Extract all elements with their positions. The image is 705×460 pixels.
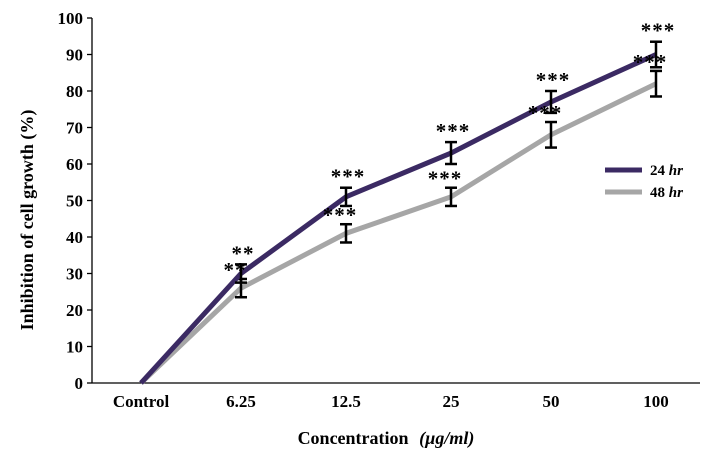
y-tick-label: 20 (66, 301, 83, 320)
error-bar (235, 263, 247, 284)
series-layer (139, 40, 662, 385)
x-axis-title: Concentration (µg/ml) (298, 428, 475, 449)
y-axis-title: Inhibition of cell growth (%) (17, 110, 38, 331)
significance-label: *** (633, 50, 668, 74)
x-tick-label: 50 (543, 392, 560, 411)
y-tick-label: 60 (66, 155, 83, 174)
axes (91, 18, 700, 384)
y-tick-label: 0 (75, 374, 84, 393)
legend-label-unit: hr (669, 163, 683, 179)
legend-label: 48 hr (650, 185, 683, 201)
y-axis-ticks: 0 10 20 30 40 50 60 70 80 90 100 (58, 9, 92, 393)
significance-labels: **************************** (224, 19, 676, 282)
x-axis-ticks: Control 6.25 12.5 25 50 100 (113, 392, 669, 411)
x-axis-title-label: Concentration (298, 428, 409, 448)
significance-label: *** (323, 203, 358, 227)
series-line (139, 81, 658, 385)
significance-label: *** (641, 19, 676, 43)
legend-label-value: 48 (650, 185, 669, 201)
significance-label: *** (331, 165, 366, 189)
error-bar (545, 89, 557, 115)
error-bar (650, 69, 662, 98)
significance-label: *** (436, 119, 471, 143)
y-tick-label: 10 (66, 338, 83, 357)
significance-label: *** (428, 167, 463, 191)
y-tick-label: 70 (66, 119, 83, 138)
error-bar (340, 186, 352, 208)
x-tick-label: 25 (443, 392, 460, 411)
series-1 (139, 69, 662, 385)
y-tick-label: 50 (66, 192, 83, 211)
legend-label: 24 hr (650, 163, 683, 179)
y-tick-label: 90 (66, 46, 83, 65)
legend-label-value: 24 (650, 163, 669, 179)
significance-label: ** (232, 241, 255, 265)
significance-label: *** (528, 101, 563, 125)
legend-label-unit: hr (669, 185, 683, 201)
y-tick-label: 80 (66, 82, 83, 101)
significance-label: ** (224, 258, 247, 282)
x-tick-label: 12.5 (331, 392, 361, 411)
error-bar (545, 120, 557, 149)
error-bar (445, 140, 457, 166)
y-tick-label: 40 (66, 228, 83, 247)
error-bar (650, 40, 662, 69)
x-axis-title-unit: (µg/ml) (419, 428, 474, 449)
x-tick-label: 6.25 (226, 392, 256, 411)
x-tick-label: Control (113, 392, 170, 411)
x-tick-label: 100 (643, 392, 669, 411)
series-line (139, 52, 658, 385)
error-bar (445, 186, 457, 208)
y-tick-label: 30 (66, 265, 83, 284)
significance-label: *** (536, 68, 571, 92)
error-bar (340, 222, 352, 244)
series-0 (139, 40, 662, 385)
y-tick-label: 100 (58, 9, 84, 28)
